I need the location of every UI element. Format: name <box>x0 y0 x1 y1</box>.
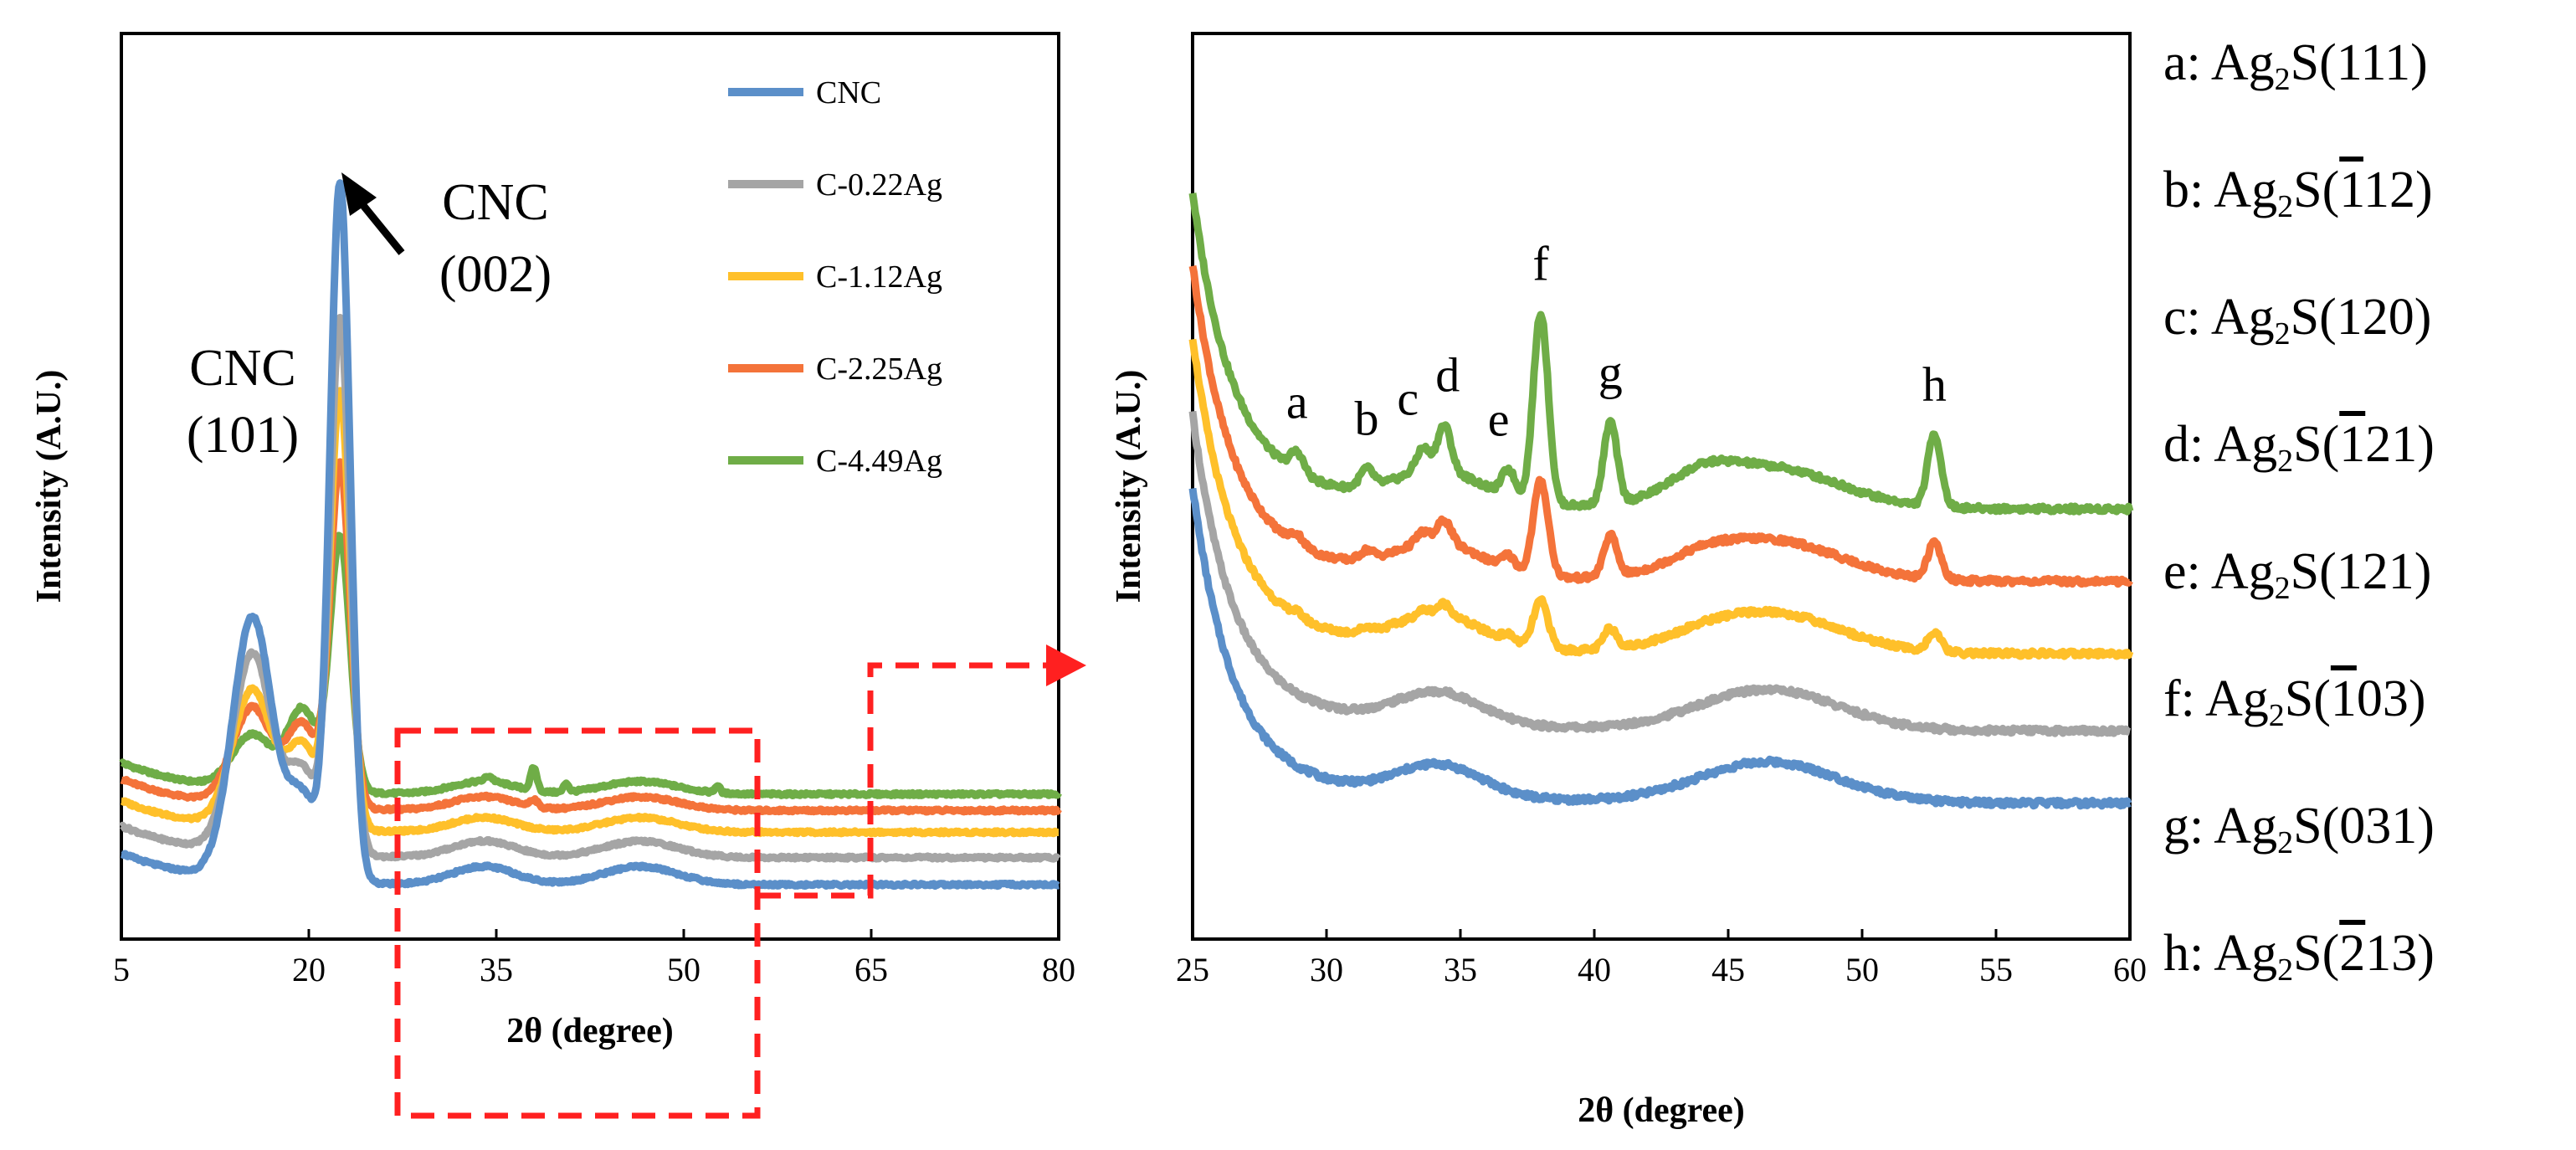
right-x-tick-label: 35 <box>1444 951 1477 988</box>
plane-entry-c: c: Ag2S(120) <box>2163 289 2432 352</box>
peak-label-b: b <box>1355 391 1379 445</box>
right-x-tick-label: 40 <box>1578 951 1611 988</box>
right-plot-frame <box>1191 32 2132 941</box>
right-xrd-panel: 25 30 35 40 45 50 55 60 a b c de f g h 2θ (degree) In… <box>1110 32 2147 1130</box>
annotation-cnc-101-plane: (101) <box>187 407 299 464</box>
left-xrd-panel: 5 20 35 50 65 80 2θ (degree) Intensity (A.U.)… <box>30 32 1086 1119</box>
peak-label-f: f <box>1532 236 1549 290</box>
plane-entry-g: g: Ag2S(031) <box>2163 798 2435 860</box>
zoom-arrow-head <box>1046 644 1086 686</box>
zoom-region-box <box>394 727 761 1119</box>
peak-label-h: h <box>1922 357 1947 411</box>
left-plot-frame <box>120 32 1060 941</box>
right-x-tick-label: 55 <box>1979 951 2013 988</box>
left-x-tick-label: 5 <box>113 951 130 988</box>
right-x-tick-label: 30 <box>1310 951 1343 988</box>
left-x-tick-label: 80 <box>1042 951 1075 988</box>
legend-label: C-0.22Ag <box>816 167 942 203</box>
peak-label-e: e <box>1488 392 1510 446</box>
right-x-tick-label: 25 <box>1176 951 1209 988</box>
left-x-tick-label: 20 <box>292 951 326 988</box>
right-x-tick-label: 60 <box>2113 951 2147 988</box>
right-series-line-cnc <box>1188 487 2132 810</box>
legend: CNC C-0.22Ag C-1.12Ag C-2.25Ag C-4.49Ag <box>728 75 942 479</box>
right-series-line-c-112ag <box>1188 338 2134 660</box>
left-x-axis-title: 2θ (degree) <box>506 1012 674 1050</box>
left-x-tick-label: 65 <box>854 951 888 988</box>
annotation-cnc-002-plane: (002) <box>439 246 552 303</box>
legend-label: CNC <box>816 75 881 110</box>
right-series-line-c-022ag <box>1188 410 2132 737</box>
left-series-line-c-022ag <box>118 314 1061 863</box>
peak-label-a: a <box>1286 374 1308 429</box>
peak-label-g: g <box>1598 346 1623 400</box>
plane-entry-f: f: Ag2S(103) <box>2163 670 2426 733</box>
right-series-line-c-225ag <box>1188 264 2133 588</box>
plane-entry-b: b: Ag2S(112) <box>2163 162 2433 224</box>
annotation-cnc-002-label: CNC <box>442 174 548 231</box>
annotation-cnc-101-label: CNC <box>189 340 295 397</box>
peak-label-c: c <box>1397 371 1419 425</box>
legend-label: C-4.49Ag <box>816 444 942 479</box>
right-y-axis-title: Intensity (A.U.) <box>1110 370 1148 603</box>
left-y-axis-title: Intensity (A.U.) <box>30 370 69 603</box>
annotation-arrow <box>341 172 405 255</box>
legend-label: C-1.12Ag <box>816 259 942 295</box>
plane-entry-d: d: Ag2S(121) <box>2163 416 2435 479</box>
right-series-line-c-449ag <box>1188 193 2134 516</box>
legend-label: C-2.25Ag <box>816 352 942 387</box>
right-x-tick-label: 50 <box>1845 951 1879 988</box>
zoom-connector <box>757 662 1046 899</box>
right-x-axis-title: 2θ (degree) <box>1578 1091 1745 1130</box>
plane-entry-a: a: Ag2S(111) <box>2163 34 2428 97</box>
left-x-tick-label: 50 <box>667 951 700 988</box>
plane-entry-e: e: Ag2S(121) <box>2163 543 2432 606</box>
plane-entry-h: h: Ag2S(213) <box>2163 925 2435 988</box>
left-x-tick-label: 35 <box>480 951 513 988</box>
left-series-line-cnc <box>119 179 1061 891</box>
right-x-tick-label: 45 <box>1711 951 1745 988</box>
peak-label-d: d <box>1435 348 1460 403</box>
